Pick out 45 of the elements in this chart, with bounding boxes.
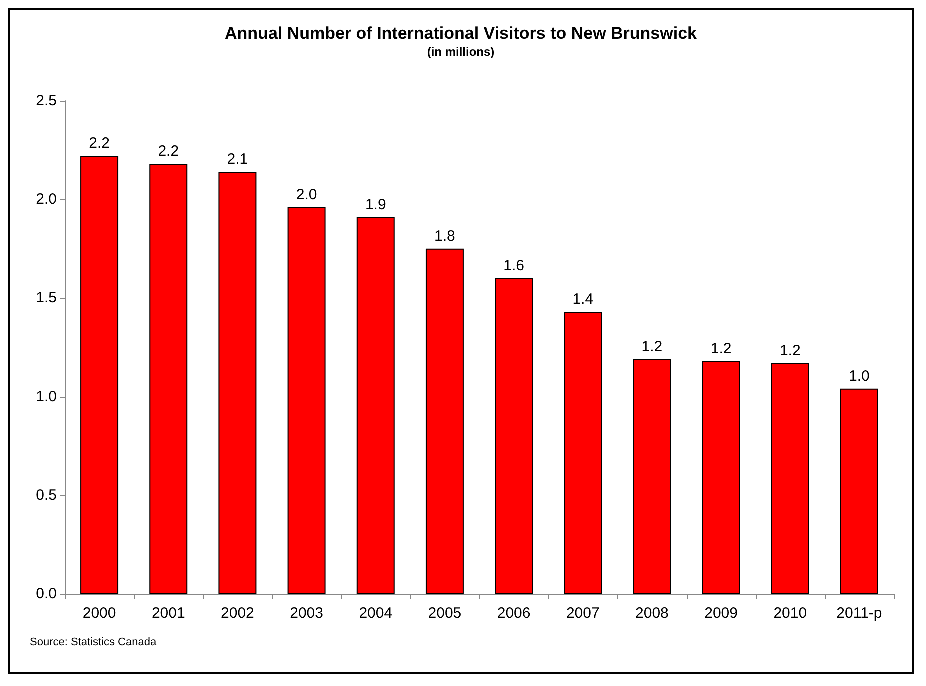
x-tick-label: 2000 [82,605,116,622]
bar [356,217,395,594]
data-label: 2.1 [227,150,248,168]
bar [495,278,534,594]
data-label: 1.0 [849,368,870,385]
bar [80,156,119,594]
data-label: 1.8 [434,228,456,245]
bar [150,164,188,594]
x-tick-label: 2006 [497,605,531,622]
x-tick-label: 2009 [704,605,738,622]
bar [288,207,326,594]
x-tick-label: 2008 [636,605,669,622]
y-tick-label: 0.5 [36,486,57,504]
x-tick-label: 2001 [152,605,186,622]
bar [218,172,257,594]
bar [426,248,464,594]
x-tick-label: 2011-p [836,605,882,622]
data-label: 2.0 [296,186,318,204]
bar [702,361,740,594]
data-label: 1.9 [365,196,386,214]
y-tick-label: 2.0 [36,191,57,208]
chart-subtitle: (in millions) [427,45,495,59]
bar [633,359,672,594]
bar [771,363,810,594]
bar [564,312,602,594]
data-label: 2.2 [89,135,110,152]
y-tick-label: 1.0 [36,388,57,406]
y-tick-label: 1.5 [36,290,57,307]
y-tick-label: 0.0 [36,586,57,602]
data-label: 1.2 [780,342,801,360]
data-label: 1.4 [572,291,594,308]
x-tick-label: 2005 [428,605,462,622]
data-label: 1.6 [504,257,524,274]
data-label: 1.2 [710,340,732,358]
y-tick-label: 2.5 [36,92,57,110]
data-label: 1.2 [642,338,663,356]
bar [840,388,878,594]
x-tick-label: 2010 [774,605,808,622]
x-tick-label: 2004 [359,605,393,622]
x-tick-label: 2003 [290,605,324,622]
chart-title: Annual Number of International Visitors to New Brunswick [225,24,698,43]
x-tick-label: 2002 [221,605,254,622]
source-note: Source: Statistics Canada [30,636,158,648]
x-tick-label: 2007 [566,605,600,622]
data-label: 2.2 [158,143,180,160]
